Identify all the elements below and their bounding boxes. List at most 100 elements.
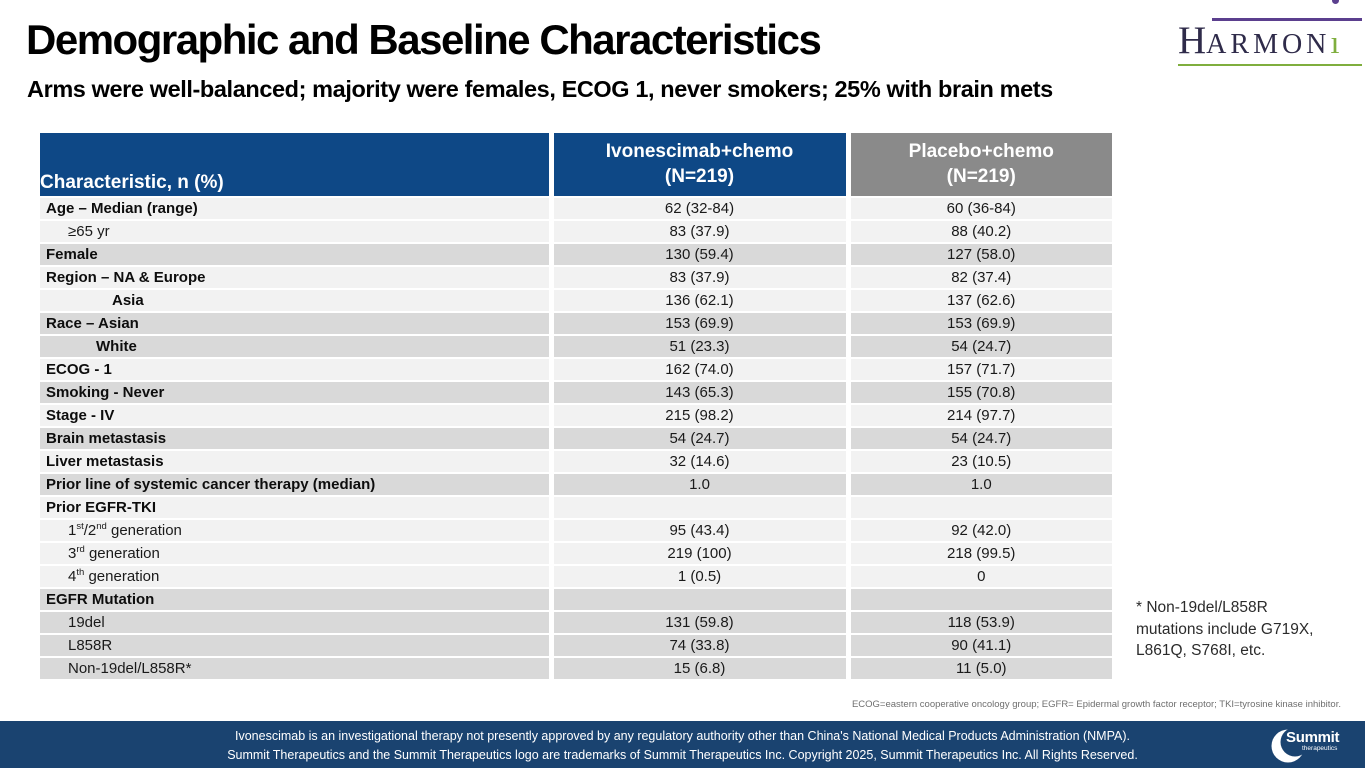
value-ivonescimab: 15 (6.8)	[548, 656, 848, 679]
value-ivonescimab: 51 (23.3)	[548, 334, 848, 358]
value-ivonescimab: 74 (33.8)	[548, 633, 848, 657]
row-label: Smoking - Never	[40, 380, 551, 404]
table-row: EGFR Mutation	[40, 587, 1112, 611]
value-ivonescimab: 130 (59.4)	[548, 242, 848, 266]
mutation-footnote-line: mutations include G719X,	[1136, 620, 1314, 638]
harmoni-wordmark: HARMONı	[1178, 0, 1340, 62]
value-placebo: 90 (41.1)	[845, 633, 1112, 657]
value-ivonescimab: 136 (62.1)	[548, 288, 848, 312]
logo-i-dot	[1332, 0, 1340, 4]
page-subtitle: Arms were well-balanced; majority were f…	[27, 76, 1053, 102]
value-ivonescimab: 153 (69.9)	[548, 311, 848, 335]
value-placebo: 92 (42.0)	[845, 518, 1112, 542]
row-label: Stage - IV	[40, 403, 551, 427]
value-placebo: 82 (37.4)	[845, 265, 1112, 289]
value-ivonescimab: 83 (37.9)	[548, 219, 848, 243]
table-row: Smoking - Never 143 (65.3) 155 (70.8)	[40, 380, 1112, 404]
table-row: Brain metastasis 54 (24.7) 54 (24.7)	[40, 426, 1112, 450]
row-label: 1st/2nd generation	[40, 518, 551, 542]
table-row: Age – Median (range) 62 (32-84) 60 (36-84)	[40, 196, 1112, 220]
value-placebo: 218 (99.5)	[845, 541, 1112, 565]
value-placebo: 11 (5.0)	[845, 656, 1112, 679]
table-row: 1st/2nd generation 95 (43.4) 92 (42.0)	[40, 518, 1112, 542]
wordmark-i: ı	[1330, 0, 1340, 60]
table-row: Prior EGFR-TKI	[40, 495, 1112, 519]
value-ivonescimab: 95 (43.4)	[548, 518, 848, 542]
value-ivonescimab: 143 (65.3)	[548, 380, 848, 404]
value-placebo: 153 (69.9)	[845, 311, 1112, 335]
table-row: Non-19del/L858R* 15 (6.8) 11 (5.0)	[40, 656, 1112, 679]
value-ivonescimab: 1.0	[548, 472, 848, 496]
row-label: Prior line of systemic cancer therapy (m…	[40, 472, 551, 496]
value-ivonescimab: 32 (14.6)	[548, 449, 848, 473]
table-row: ≥65 yr 83 (37.9) 88 (40.2)	[40, 219, 1112, 243]
value-ivonescimab: 83 (37.9)	[548, 265, 848, 289]
table-row: Female 130 (59.4) 127 (58.0)	[40, 242, 1112, 266]
row-label: Region – NA & Europe	[40, 265, 551, 289]
value-ivonescimab	[548, 587, 848, 611]
value-ivonescimab	[548, 495, 848, 519]
value-placebo: 157 (71.7)	[845, 357, 1112, 381]
value-placebo	[845, 495, 1112, 519]
mutation-footnote-line: L861Q, S768I, etc.	[1136, 642, 1266, 660]
value-placebo	[845, 587, 1112, 611]
row-label: 19del	[40, 610, 551, 634]
table-row: 3rd generation 219 (100) 218 (99.5)	[40, 541, 1112, 565]
value-placebo: 137 (62.6)	[845, 288, 1112, 312]
characteristics-table: Characteristic, n (%) Ivonescimab+chemo(…	[40, 133, 1112, 679]
value-placebo: 23 (10.5)	[845, 449, 1112, 473]
row-label: Female	[40, 242, 551, 266]
value-placebo: 88 (40.2)	[845, 219, 1112, 243]
summit-logo-sub: therapeutics	[1302, 745, 1338, 752]
value-ivonescimab: 62 (32-84)	[548, 196, 848, 220]
table-row: Stage - IV 215 (98.2) 214 (97.7)	[40, 403, 1112, 427]
table-row: Race – Asian 153 (69.9) 153 (69.9)	[40, 311, 1112, 335]
table-row: L858R 74 (33.8) 90 (41.1)	[40, 633, 1112, 657]
table-row: Prior line of systemic cancer therapy (m…	[40, 472, 1112, 496]
table-row: Asia 136 (62.1) 137 (62.6)	[40, 288, 1112, 312]
footer-disclaimer: Ivonescimab is an investigational therap…	[0, 727, 1365, 765]
row-label: Race – Asian	[40, 311, 551, 335]
row-label: White	[40, 334, 551, 358]
table-row: ECOG - 1 162 (74.0) 157 (71.7)	[40, 357, 1112, 381]
wordmark-armon: ARMON	[1206, 29, 1331, 60]
abbreviation-footnote: ECOG=eastern cooperative oncology group;…	[851, 699, 1341, 710]
value-placebo: 1.0	[845, 472, 1112, 496]
table-header-row: Characteristic, n (%) Ivonescimab+chemo(…	[40, 133, 1112, 197]
footer-line-2: Summit Therapeutics and the Summit Thera…	[227, 747, 1138, 762]
logo-accent-line-top	[1212, 18, 1362, 21]
wordmark-h: H	[1178, 19, 1207, 62]
value-ivonescimab: 162 (74.0)	[548, 357, 848, 381]
header-placebo-chemo: Placebo+chemo (N=219)	[845, 133, 1112, 197]
value-placebo: 118 (53.9)	[845, 610, 1112, 634]
harmoni-logo: HARMONı	[1178, 0, 1362, 66]
summit-logo: Summit therapeutics	[1271, 723, 1359, 766]
header-characteristic: Characteristic, n (%)	[40, 133, 551, 197]
table-body: Age – Median (range) 62 (32-84) 60 (36-84)…	[40, 196, 1112, 679]
value-placebo: 60 (36-84)	[845, 196, 1112, 220]
row-label: Age – Median (range)	[40, 196, 551, 220]
value-placebo: 214 (97.7)	[845, 403, 1112, 427]
summit-logo-name: Summit	[1286, 729, 1340, 746]
table-row: White 51 (23.3) 54 (24.7)	[40, 334, 1112, 358]
header-ivonescimab-chemo: Ivonescimab+chemo (N=219)	[548, 133, 848, 197]
value-placebo: 155 (70.8)	[845, 380, 1112, 404]
row-label: EGFR Mutation	[40, 587, 551, 611]
footer-line-1: Ivonescimab is an investigational therap…	[235, 729, 1130, 743]
table-row: 19del 131 (59.8) 118 (53.9)	[40, 610, 1112, 634]
logo-accent-line-bottom	[1178, 63, 1362, 66]
row-label: Brain metastasis	[40, 426, 551, 450]
row-label: Liver metastasis	[40, 449, 551, 473]
row-label: Non-19del/L858R*	[40, 656, 551, 679]
footer-bar: Ivonescimab is an investigational therap…	[0, 721, 1365, 768]
value-placebo: 127 (58.0)	[845, 242, 1112, 266]
value-ivonescimab: 131 (59.8)	[548, 610, 848, 634]
table-row: Region – NA & Europe 83 (37.9) 82 (37.4)	[40, 265, 1112, 289]
value-ivonescimab: 219 (100)	[548, 541, 848, 565]
row-label: ≥65 yr	[40, 219, 551, 243]
value-placebo: 54 (24.7)	[845, 426, 1112, 450]
row-label: L858R	[40, 633, 551, 657]
row-label: ECOG - 1	[40, 357, 551, 381]
value-ivonescimab: 54 (24.7)	[548, 426, 848, 450]
row-label: 3rd generation	[40, 541, 551, 565]
